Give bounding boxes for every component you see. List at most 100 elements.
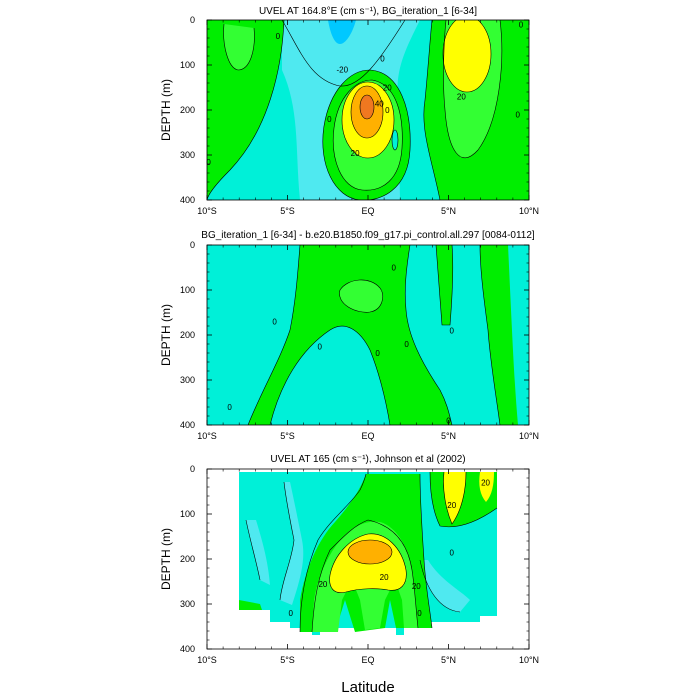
panel-2-field xyxy=(207,245,529,425)
panel-1-contour xyxy=(341,81,395,159)
panel-2-y-ticks: 0 100 200 300 400 xyxy=(180,240,529,430)
panel-2-contour xyxy=(247,245,301,425)
panel-2-ylabel: DEPTH (m) xyxy=(159,304,173,366)
panel-3: UVEL AT 165 (cm s⁻¹), Johnson et al (200… xyxy=(159,454,539,665)
panel-3-contour xyxy=(419,473,433,629)
contour-label: 0 xyxy=(519,21,524,30)
panel-3-field xyxy=(207,469,529,649)
contour-label: 0 xyxy=(449,548,454,557)
panel-1-contour xyxy=(442,20,492,93)
contour-label: 0 xyxy=(206,158,211,167)
panel-1-west-green-light xyxy=(223,24,255,70)
x-tick-label: 10°S xyxy=(197,431,217,441)
panel-2-title: BG_iteration_1 [6-34] - b.e20.B1850.f09_… xyxy=(201,230,535,241)
panel-1-contour xyxy=(350,85,384,139)
x-tick-label: 5°N xyxy=(441,431,456,441)
x-tick-label: 5°S xyxy=(280,431,295,441)
contour-label: 20 xyxy=(351,149,360,158)
contour-label: 0 xyxy=(449,327,454,336)
contour-label: 0 xyxy=(375,349,380,358)
contour-label: 0 xyxy=(227,403,232,412)
panel-2-green-east xyxy=(436,245,453,325)
contour-label: 0 xyxy=(385,106,390,115)
x-tick-label: EQ xyxy=(361,431,374,441)
panel-2: BG_iteration_1 [6-34] - b.e20.B1850.f09_… xyxy=(159,230,539,441)
y-tick-label: 100 xyxy=(180,60,195,70)
contour-label: 20 xyxy=(457,93,466,102)
panel-1-westward-core xyxy=(328,20,356,44)
contour-label: 20 xyxy=(412,582,421,591)
y-tick-label: 200 xyxy=(180,105,195,115)
panel-1-contour xyxy=(332,79,403,191)
y-tick-label: 200 xyxy=(180,554,195,564)
panel-2-green-light-blob xyxy=(339,279,383,313)
panel-3-north-yellow-2 xyxy=(479,472,494,502)
panel-3-contour xyxy=(347,539,393,565)
contour-label: 0 xyxy=(272,318,277,327)
panel-3-contour xyxy=(429,471,498,528)
x-axis-label: Latitude xyxy=(341,679,394,696)
panel-1-small-blob xyxy=(392,130,398,150)
contour-label: 0 xyxy=(380,54,385,63)
panel-3-west-green-bits xyxy=(239,600,262,610)
x-tick-label: 5°N xyxy=(441,206,456,216)
panel-1-title: UVEL AT 164.8°E (cm s⁻¹), BG_iteration_1… xyxy=(259,6,477,17)
panel-3-contour xyxy=(245,519,261,581)
panel-2-contour xyxy=(435,245,454,326)
y-tick-label: 100 xyxy=(180,285,195,295)
contour-label: 0 xyxy=(516,111,521,120)
panel-1: UVEL AT 164.8°E (cm s⁻¹), BG_iteration_1… xyxy=(159,6,539,216)
panel-2-cyan-far-east xyxy=(508,245,529,425)
panel-1-contour xyxy=(322,69,411,200)
contour-label: 20 xyxy=(447,501,456,510)
y-tick-label: 300 xyxy=(180,599,195,609)
y-tick-label: 0 xyxy=(190,464,195,474)
panel-1-contour-labels: 0 0 -20 0 20 40 20 0 0 20 0 0 xyxy=(206,21,523,167)
y-tick-label: 400 xyxy=(180,420,195,430)
panel-3-contour xyxy=(419,559,461,613)
panel-1-west-green xyxy=(207,20,284,200)
contour-label: 20 xyxy=(318,580,327,589)
contour-label: 0 xyxy=(288,609,293,618)
panel-1-contour xyxy=(359,94,375,120)
x-tick-label: EQ xyxy=(361,206,374,216)
panel-2-contour xyxy=(404,245,453,425)
panel-1-euc-core xyxy=(360,95,374,119)
panel-1-contour xyxy=(223,23,255,71)
panel-1-contour xyxy=(443,20,503,159)
panel-3-contour xyxy=(329,533,407,593)
contour-label: 20 xyxy=(383,84,392,93)
y-tick-label: 300 xyxy=(180,150,195,160)
panel-3-contour xyxy=(311,519,419,633)
panel-3-cyan-b xyxy=(246,520,270,585)
y-tick-label: 0 xyxy=(190,240,195,250)
x-tick-label: 10°N xyxy=(519,431,539,441)
panel-3-north-yellow xyxy=(443,472,466,524)
x-tick-label: 10°S xyxy=(197,206,217,216)
contour-label: -20 xyxy=(336,66,348,75)
panel-3-ylabel: DEPTH (m) xyxy=(159,528,173,590)
contour-label: 40 xyxy=(375,99,384,108)
panel-3-title: UVEL AT 165 (cm s⁻¹), Johnson et al (200… xyxy=(270,454,465,465)
panel-1-contour xyxy=(391,129,399,151)
contour-label: 20 xyxy=(380,573,389,582)
panel-1-field xyxy=(207,20,529,200)
x-tick-label: 10°N xyxy=(519,206,539,216)
y-tick-label: 300 xyxy=(180,375,195,385)
x-tick-label: 10°S xyxy=(197,655,217,665)
contour-label: 0 xyxy=(276,32,281,41)
y-tick-label: 0 xyxy=(190,15,195,25)
panel-3-contour xyxy=(299,473,367,633)
x-tick-label: EQ xyxy=(361,655,374,665)
panel-3-contour xyxy=(279,481,295,601)
x-tick-label: 5°N xyxy=(441,655,456,665)
panel-1-ylabel: DEPTH (m) xyxy=(159,79,173,141)
contour-label: 0 xyxy=(327,115,332,124)
panel-3-contour-labels: 20 20 0 20 20 20 0 0 xyxy=(288,479,490,619)
x-tick-label: 10°N xyxy=(519,655,539,665)
panel-1-east-yellow xyxy=(443,20,491,92)
contour-label: 0 xyxy=(417,609,422,618)
